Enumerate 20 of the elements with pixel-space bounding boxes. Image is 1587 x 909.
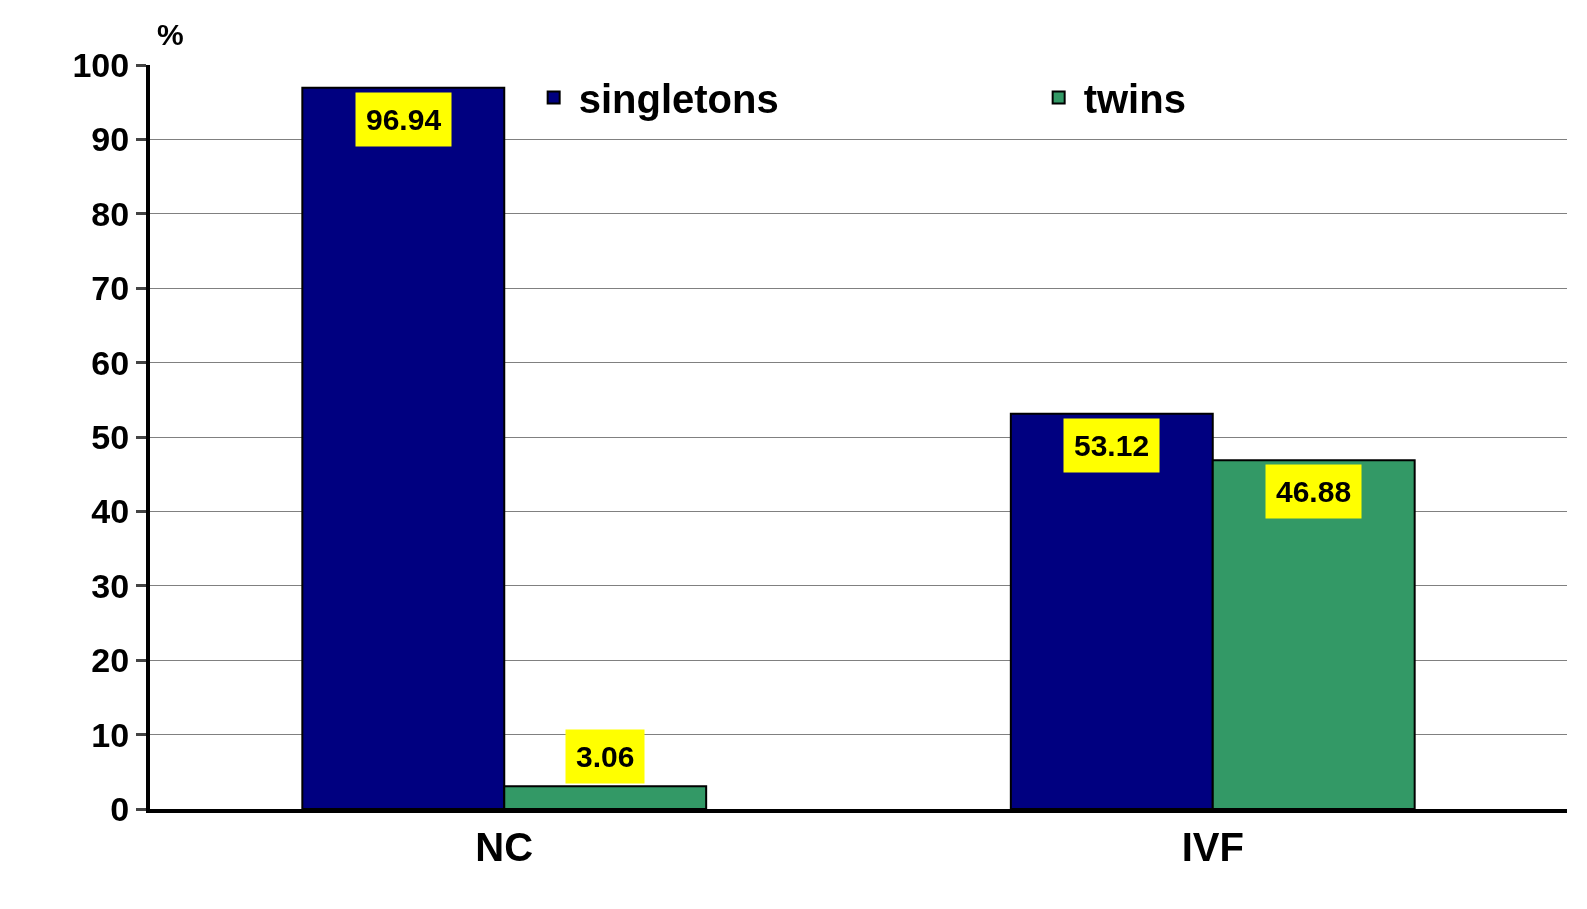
y-tick-label: 60 — [91, 343, 130, 382]
y-tick-label: 40 — [91, 492, 130, 531]
data-label: 96.94 — [366, 103, 442, 136]
data-label: 3.06 — [576, 740, 635, 773]
data-label: 53.12 — [1074, 429, 1150, 462]
y-tick-label: 50 — [91, 417, 130, 456]
y-tick-label: 100 — [72, 45, 130, 84]
data-label: 46.88 — [1276, 475, 1352, 508]
y-tick-label: 70 — [91, 269, 130, 308]
y-tick-label: 20 — [91, 641, 130, 680]
y-tick-label: 80 — [91, 194, 130, 233]
y-axis-title: % — [157, 18, 184, 51]
y-tick-label: 10 — [91, 715, 130, 754]
y-tick-label: 30 — [91, 566, 130, 605]
y-tick-label: 90 — [91, 120, 130, 159]
legend-label: singletons — [578, 77, 779, 122]
legend-label: twins — [1083, 77, 1186, 122]
x-tick-label: NC — [475, 825, 534, 869]
y-tick-label: 0 — [110, 789, 130, 828]
x-tick-label: IVF — [1181, 825, 1244, 869]
